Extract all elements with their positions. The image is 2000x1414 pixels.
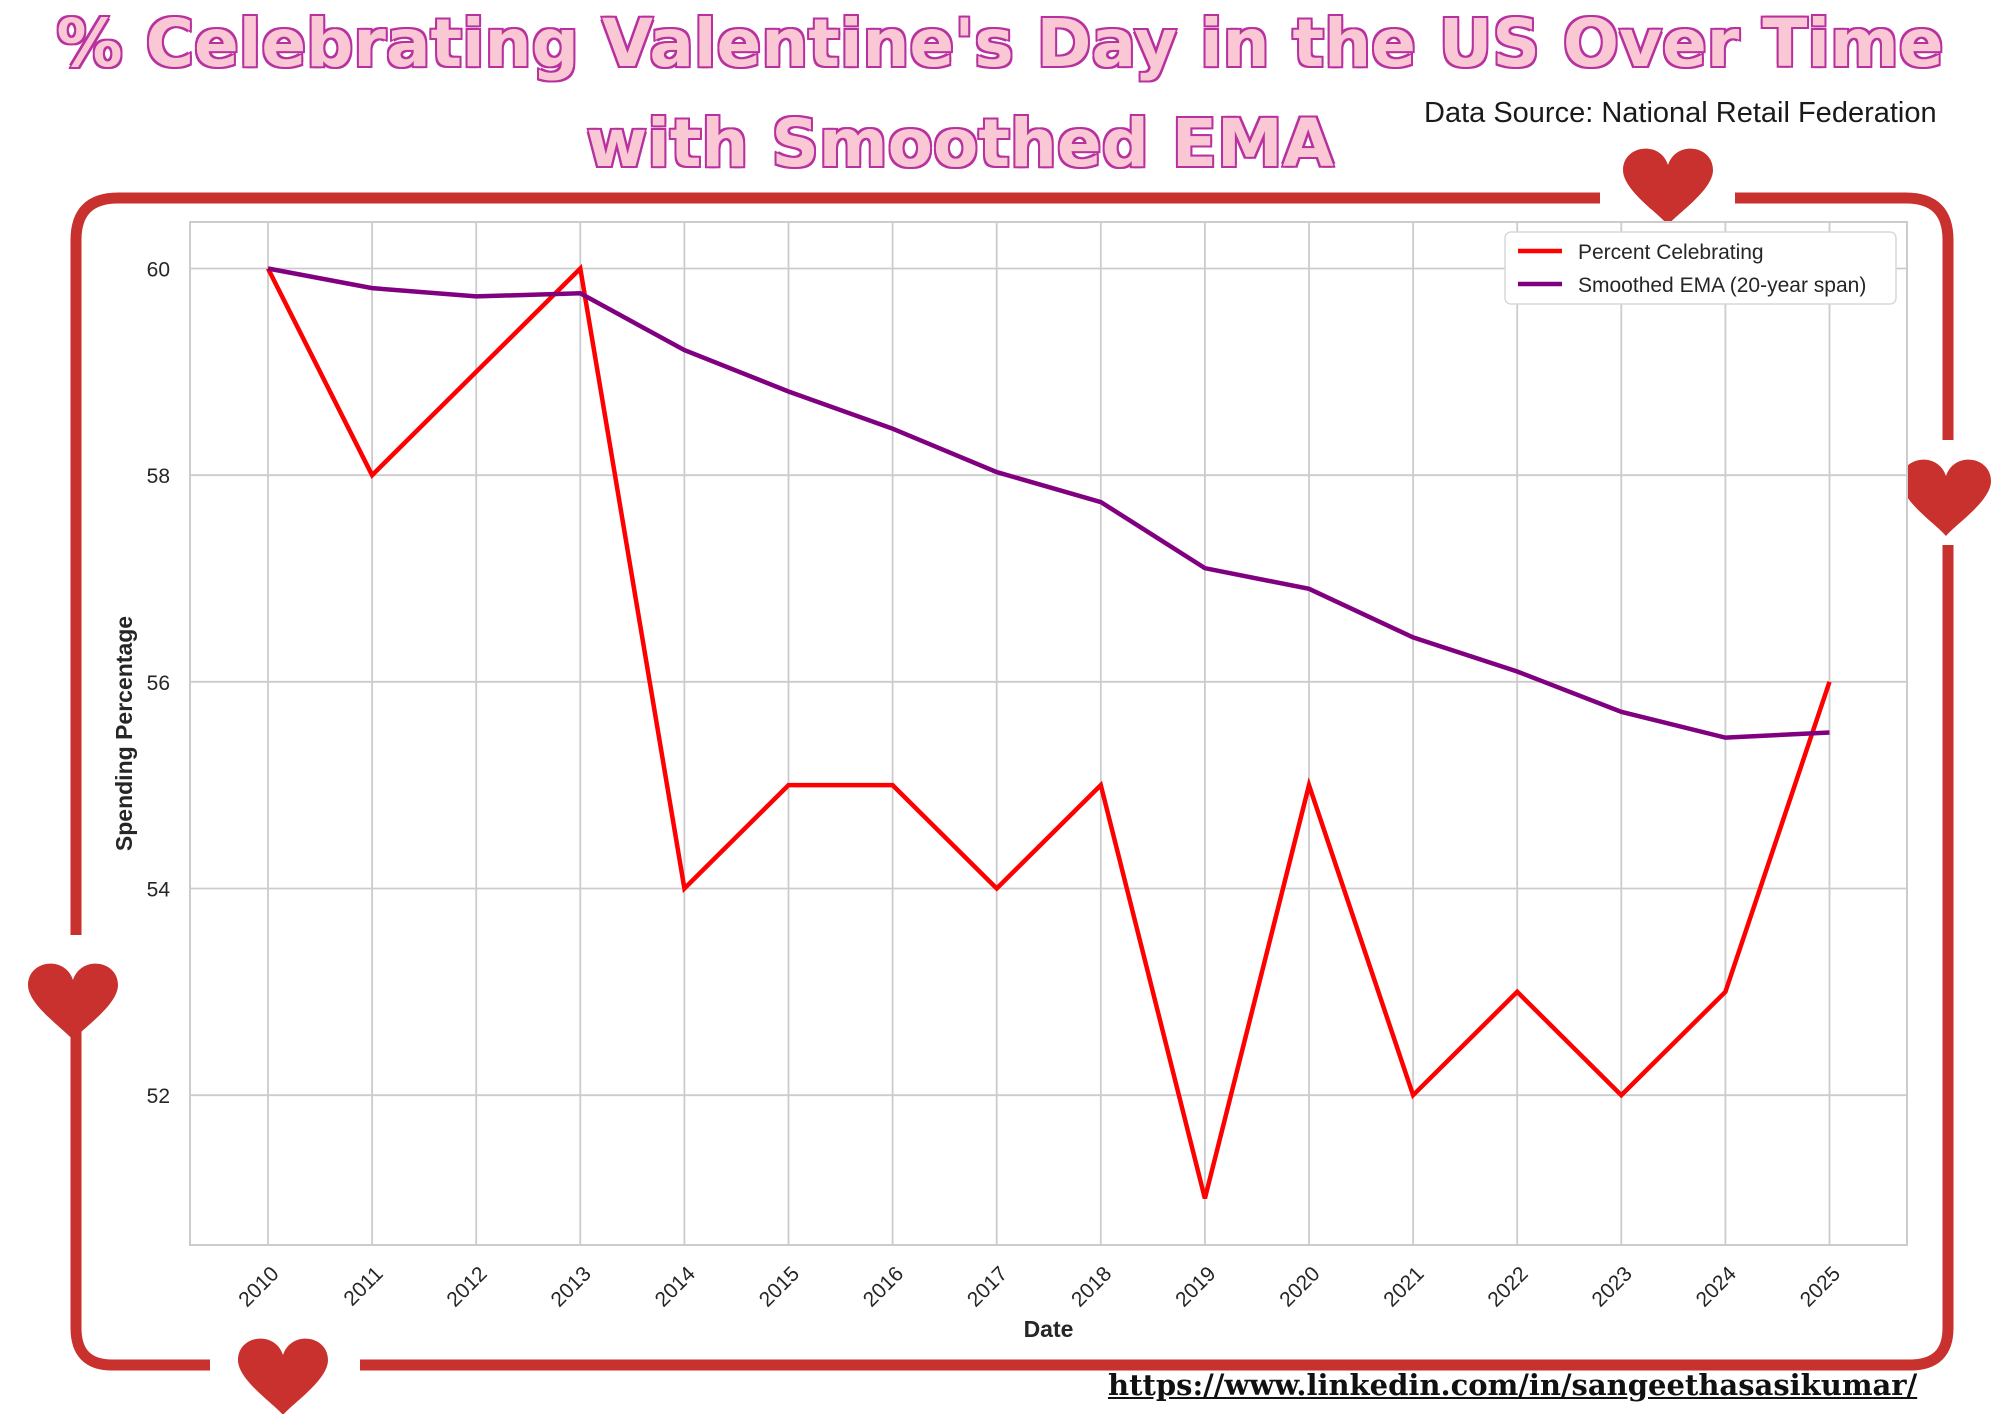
- legend-box: [1504, 231, 1897, 305]
- x-tick-label: 2011: [339, 1262, 387, 1310]
- y-axis-label: Spending Percentage: [111, 616, 137, 851]
- y-tick-label: 56: [147, 672, 170, 695]
- linkedin-link[interactable]: https://www.linkedin.com/in/sangeethasas…: [1108, 1368, 1918, 1402]
- y-tick-label: 58: [147, 465, 170, 488]
- x-tick-label: 2012: [442, 1262, 491, 1311]
- plot-area: [189, 221, 1908, 1246]
- heart-icon: [1623, 148, 1713, 225]
- x-tick-label: 2015: [755, 1262, 804, 1311]
- x-tick-label: 2017: [963, 1262, 1012, 1311]
- legend-label: Smoothed EMA (20-year span): [1578, 274, 1866, 297]
- x-tick-label: 2014: [651, 1262, 701, 1312]
- x-tick-label: 2010: [234, 1262, 283, 1311]
- x-tick-label: 2019: [1171, 1262, 1220, 1311]
- series-line-percent-celebrating: [265, 263, 1832, 1200]
- x-tick-labels: 2010 2011 2012 2013 2014 2015 2016 2017 2018 2019…: [234, 1262, 1845, 1312]
- y-tick-labels: 52 54 56 58 60: [147, 259, 171, 1109]
- x-tick-label: 2021: [1379, 1262, 1428, 1311]
- heart-icon: [238, 1338, 328, 1414]
- x-tick-label: 2020: [1275, 1262, 1324, 1311]
- heart-icon: [1901, 459, 1991, 536]
- grid: [189, 221, 1908, 1246]
- y-tick-label: 54: [147, 879, 171, 902]
- legend: Percent Celebrating Smoothed EMA (20-year…: [1504, 231, 1897, 305]
- x-tick-label: 2025: [1796, 1262, 1845, 1311]
- heart-icon: [28, 963, 118, 1040]
- chart-title-line1: % Celebrating Valentine's Day in the US …: [55, 4, 1945, 84]
- x-tick-label: 2023: [1588, 1262, 1637, 1311]
- x-tick-label: 2013: [547, 1262, 596, 1311]
- x-axis-label: Date: [1024, 1316, 1074, 1342]
- x-tick-label: 2018: [1067, 1262, 1116, 1311]
- x-tick-label: 2016: [859, 1262, 908, 1311]
- legend-label: Percent Celebrating: [1578, 241, 1764, 264]
- data-source-note: Data Source: National Retail Federation: [1424, 97, 1937, 129]
- x-tick-label: 2024: [1692, 1262, 1742, 1312]
- frame-border: [70, 192, 1954, 1371]
- y-tick-label: 60: [147, 259, 170, 282]
- chart-title-line2: with Smoothed EMA: [585, 104, 1335, 184]
- y-tick-label: 52: [147, 1085, 170, 1108]
- series-line-smoothed-ema: [267, 266, 1830, 740]
- x-tick-label: 2022: [1483, 1262, 1532, 1311]
